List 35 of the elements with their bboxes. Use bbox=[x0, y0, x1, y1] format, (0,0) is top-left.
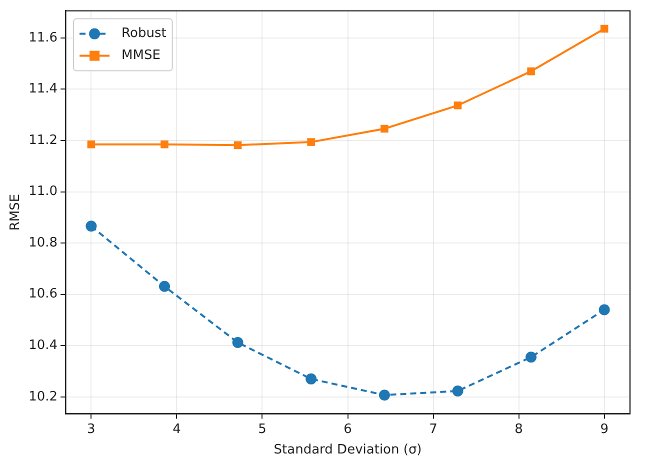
y-tick-label: 10.2 bbox=[28, 389, 58, 404]
point bbox=[380, 124, 388, 133]
point bbox=[87, 140, 96, 148]
point bbox=[234, 141, 242, 150]
point bbox=[306, 373, 317, 384]
point bbox=[160, 140, 168, 148]
point bbox=[527, 67, 535, 76]
point bbox=[307, 138, 315, 146]
x-tick-label: 8 bbox=[514, 422, 523, 437]
y-axis-title: RMSE bbox=[8, 194, 24, 231]
point bbox=[454, 102, 462, 110]
point bbox=[232, 337, 244, 348]
x-tick-label: 6 bbox=[344, 422, 352, 437]
x-tick-label: 4 bbox=[172, 422, 181, 437]
y-tick-label: 11.6 bbox=[28, 30, 58, 46]
x-tick-label: 3 bbox=[87, 422, 96, 437]
x-tick-label: 5 bbox=[258, 422, 266, 437]
point bbox=[452, 385, 464, 396]
y-tick-label: 10.8 bbox=[28, 235, 58, 250]
y-tick-label: 11.2 bbox=[28, 132, 58, 148]
y-tick-label: 10.6 bbox=[28, 286, 58, 302]
point bbox=[526, 352, 537, 363]
y-tick-label: 11.0 bbox=[28, 184, 58, 200]
x-tick-label: 9 bbox=[600, 422, 608, 437]
point bbox=[378, 390, 390, 401]
y-tick-label: 11.4 bbox=[28, 82, 58, 97]
point bbox=[600, 24, 608, 33]
point bbox=[598, 304, 610, 316]
legend-label: Robust bbox=[122, 26, 166, 42]
y-tick-label: 10.4 bbox=[28, 338, 58, 353]
point bbox=[158, 280, 170, 292]
x-tick-label: 7 bbox=[429, 422, 438, 437]
x-axis-title: Standard Deviation (σ) bbox=[274, 442, 422, 458]
legend-label: MMSE bbox=[122, 48, 160, 64]
point bbox=[86, 220, 97, 232]
